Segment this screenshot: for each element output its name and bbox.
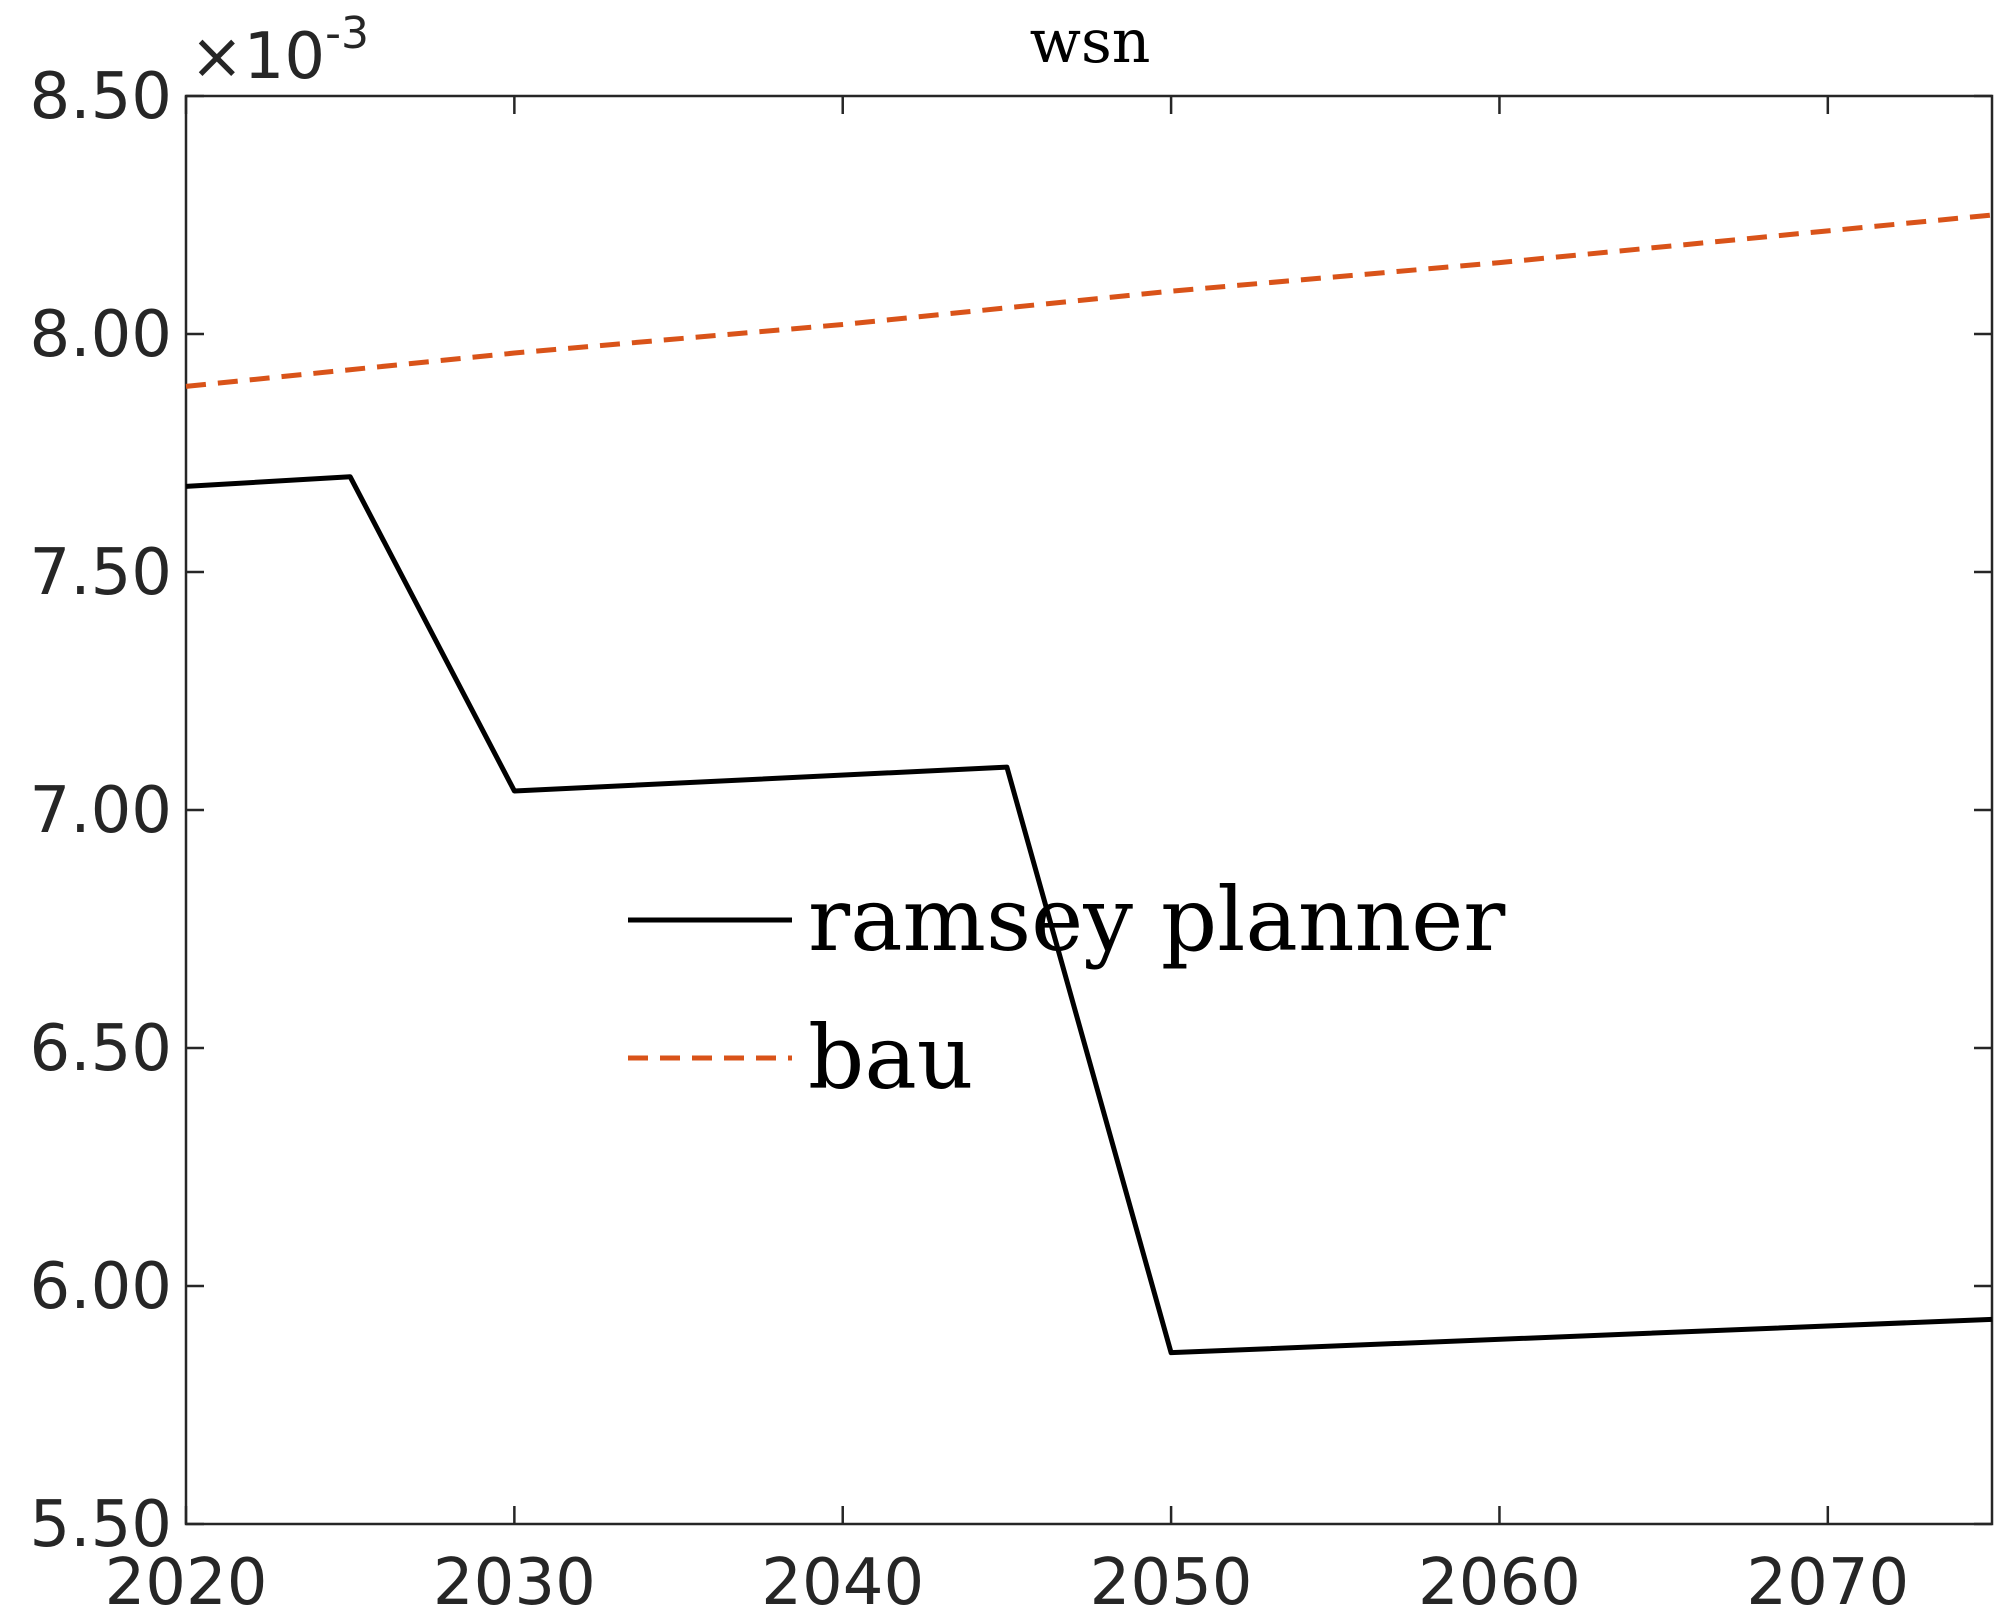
y-tick-label: 7.00 xyxy=(30,774,173,848)
plot-area: 2020 2030 2040 2050 2060 2070 5.50 6.00 6.50 7.00… xyxy=(30,60,1994,1620)
axes-box xyxy=(184,94,1994,1526)
legend-label-0: ramsey planner xyxy=(808,868,1506,971)
x-tick-label: 2070 xyxy=(1746,1546,1909,1620)
y-axis-exponent: ×10-3 xyxy=(190,8,369,94)
y-tick-label: 5.50 xyxy=(30,1488,173,1562)
y-tick-label: 6.50 xyxy=(30,1012,173,1086)
y-tick-label: 8.50 xyxy=(30,60,173,134)
series-line-0 xyxy=(185,474,1993,1356)
x-tick-label: 2030 xyxy=(433,1546,596,1620)
y-axis-exponent-power: -3 xyxy=(325,8,369,59)
y-tick-label: 7.50 xyxy=(30,536,173,610)
x-tick-label: 2020 xyxy=(105,1546,268,1620)
y-tick-label: 8.00 xyxy=(30,298,173,372)
chart-title: wsn xyxy=(1030,7,1151,77)
y-tick-label: 6.00 xyxy=(30,1250,173,1324)
legend-label-1: bau xyxy=(808,1006,973,1109)
x-tick-label: 2050 xyxy=(1090,1546,1253,1620)
legend: ramsey planner bau xyxy=(628,868,1506,1109)
x-tick-label: 2060 xyxy=(1418,1546,1581,1620)
y-axis-exponent-base: ×10 xyxy=(190,20,325,94)
x-tick-label: 2040 xyxy=(761,1546,924,1620)
series-line-1 xyxy=(185,212,1993,389)
